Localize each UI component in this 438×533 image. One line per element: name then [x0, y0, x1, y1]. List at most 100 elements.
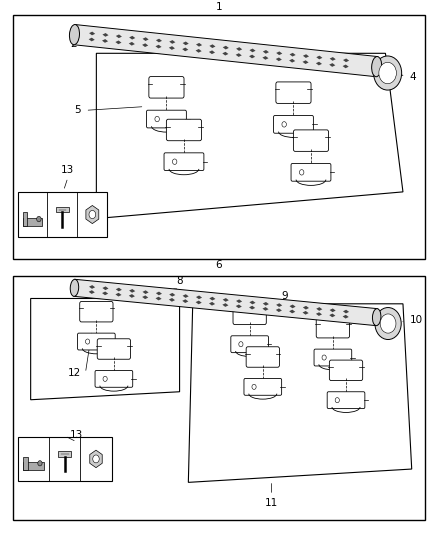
Polygon shape: [156, 292, 162, 295]
Polygon shape: [316, 312, 322, 316]
Polygon shape: [102, 292, 108, 295]
Polygon shape: [236, 300, 242, 303]
Ellipse shape: [372, 56, 381, 77]
Polygon shape: [142, 37, 148, 41]
Polygon shape: [276, 58, 282, 61]
Polygon shape: [276, 51, 283, 55]
Polygon shape: [276, 309, 282, 312]
Polygon shape: [343, 315, 349, 319]
Circle shape: [93, 455, 99, 463]
Polygon shape: [115, 41, 121, 44]
Polygon shape: [223, 303, 229, 307]
Polygon shape: [169, 298, 175, 302]
Polygon shape: [196, 301, 202, 304]
Polygon shape: [262, 307, 268, 311]
Polygon shape: [263, 50, 269, 54]
FancyBboxPatch shape: [95, 370, 133, 387]
Polygon shape: [209, 44, 215, 48]
Polygon shape: [155, 297, 162, 301]
Polygon shape: [156, 39, 162, 43]
Polygon shape: [290, 53, 296, 56]
Polygon shape: [89, 285, 95, 289]
Text: 11: 11: [265, 498, 278, 508]
Bar: [58, 451, 71, 457]
Polygon shape: [88, 38, 95, 42]
Polygon shape: [31, 298, 180, 400]
Ellipse shape: [70, 279, 79, 296]
Polygon shape: [129, 289, 135, 293]
Circle shape: [103, 376, 107, 382]
Text: 4: 4: [410, 72, 416, 82]
Circle shape: [335, 398, 339, 403]
Circle shape: [380, 314, 396, 333]
Polygon shape: [250, 49, 255, 52]
Polygon shape: [182, 47, 188, 51]
Polygon shape: [209, 51, 215, 54]
Polygon shape: [169, 40, 175, 44]
Polygon shape: [330, 309, 336, 312]
FancyBboxPatch shape: [273, 116, 314, 133]
Text: 5: 5: [74, 106, 81, 115]
Circle shape: [38, 461, 42, 466]
Polygon shape: [116, 288, 122, 292]
Text: 9: 9: [281, 291, 288, 301]
Polygon shape: [316, 307, 322, 311]
Polygon shape: [263, 302, 269, 306]
Circle shape: [379, 62, 396, 84]
FancyBboxPatch shape: [314, 349, 352, 366]
Bar: [22, 217, 42, 226]
Polygon shape: [196, 295, 202, 299]
Polygon shape: [89, 31, 95, 35]
Polygon shape: [343, 64, 349, 68]
Polygon shape: [182, 299, 188, 303]
Polygon shape: [316, 62, 322, 66]
FancyBboxPatch shape: [246, 347, 279, 367]
FancyBboxPatch shape: [97, 339, 131, 359]
Polygon shape: [236, 304, 242, 308]
FancyBboxPatch shape: [80, 302, 113, 322]
Polygon shape: [102, 286, 109, 290]
Bar: [56, 207, 69, 212]
Polygon shape: [116, 35, 122, 38]
FancyBboxPatch shape: [316, 318, 350, 338]
Circle shape: [37, 216, 41, 222]
Polygon shape: [183, 42, 189, 45]
Polygon shape: [96, 53, 403, 219]
Polygon shape: [188, 304, 412, 482]
Polygon shape: [89, 290, 95, 294]
Circle shape: [374, 56, 402, 90]
FancyBboxPatch shape: [149, 77, 184, 98]
Text: 6: 6: [215, 260, 223, 270]
Bar: [18, 192, 107, 237]
Polygon shape: [74, 25, 378, 77]
FancyBboxPatch shape: [78, 333, 115, 350]
Polygon shape: [74, 279, 377, 326]
Polygon shape: [303, 306, 309, 310]
Polygon shape: [86, 205, 99, 224]
Polygon shape: [303, 311, 309, 314]
Bar: [22, 212, 28, 226]
Circle shape: [252, 384, 256, 390]
Polygon shape: [129, 36, 135, 39]
Circle shape: [375, 308, 401, 340]
Polygon shape: [289, 59, 295, 62]
Polygon shape: [102, 33, 109, 37]
Text: 1: 1: [215, 2, 223, 12]
FancyBboxPatch shape: [244, 378, 282, 395]
Polygon shape: [129, 294, 135, 298]
Text: 8: 8: [176, 276, 183, 286]
Polygon shape: [196, 43, 202, 47]
Polygon shape: [316, 55, 322, 59]
Polygon shape: [249, 54, 255, 58]
Polygon shape: [142, 43, 148, 47]
Polygon shape: [209, 297, 215, 301]
Text: 10: 10: [410, 315, 423, 325]
FancyBboxPatch shape: [329, 360, 363, 381]
Polygon shape: [142, 295, 148, 299]
Polygon shape: [155, 45, 162, 49]
Polygon shape: [223, 298, 229, 302]
FancyBboxPatch shape: [231, 336, 268, 353]
Text: 3: 3: [237, 45, 244, 55]
Polygon shape: [169, 46, 175, 50]
Text: 13: 13: [61, 165, 74, 175]
